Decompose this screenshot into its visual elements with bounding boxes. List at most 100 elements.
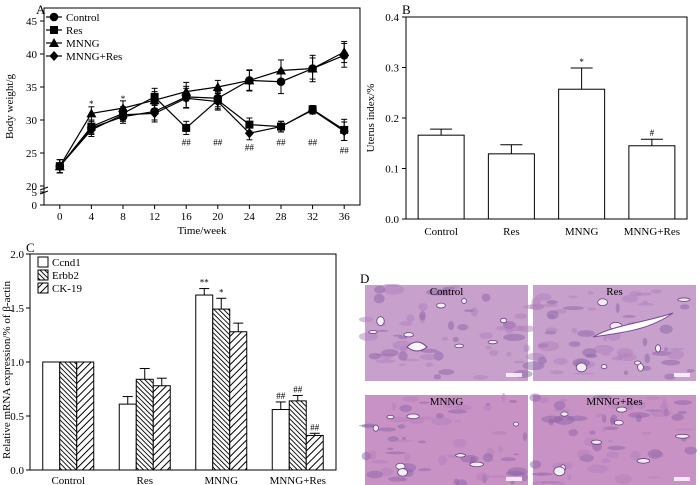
tissue-texture (398, 363, 406, 366)
x-tick-label: MNNG+Res (270, 475, 326, 485)
data-point-mnng-res (339, 126, 349, 137)
panel-letter-b: B (402, 2, 411, 17)
uterine-lumen (592, 312, 674, 338)
legend-label-mnng-res: MNNG+Res (66, 51, 122, 63)
tissue-texture (418, 416, 434, 420)
tissue-texture (552, 481, 566, 485)
tissue-texture (686, 369, 695, 373)
significance-mark: ## (213, 137, 223, 147)
tissue-texture (622, 315, 636, 318)
y-tick-label: 25 (26, 148, 38, 160)
tissue-texture (568, 429, 578, 437)
tissue-texture (651, 351, 672, 356)
tissue-texture (383, 284, 405, 295)
tissue-texture (664, 373, 676, 380)
x-tick-label: MNNG (565, 226, 599, 238)
data-point-mnng-res (118, 109, 128, 120)
data-point-mnng (307, 63, 318, 73)
tissue-texture (659, 324, 673, 334)
tissue-texture (401, 396, 420, 403)
tissue-texture (645, 396, 661, 400)
gland-lumen (406, 413, 420, 420)
bar-ccnd1-mnng (195, 294, 214, 471)
tissue-texture (587, 291, 594, 295)
tissue-texture (404, 453, 411, 462)
data-point-mnng-res (276, 121, 286, 132)
tissue-texture (513, 360, 525, 364)
y-tick-label: 45 (26, 16, 38, 28)
tissue-texture (443, 286, 455, 291)
tissue-texture (470, 307, 479, 317)
significance-mark: ## (308, 137, 318, 147)
tissue-texture (420, 348, 438, 353)
tissue-texture (448, 320, 455, 331)
y-tick-label: 0.3 (385, 63, 399, 75)
tissue-texture (397, 424, 406, 429)
tissue-texture (577, 449, 591, 459)
y-tick-label: 0.0 (385, 214, 399, 226)
legend-marker-res (50, 26, 58, 34)
tissue-texture (603, 426, 619, 431)
axis-break-mark (39, 186, 49, 191)
x-tick-label: 12 (149, 211, 160, 223)
gland-lumen (487, 340, 498, 345)
plot-frame (43, 7, 361, 206)
tissue-texture (615, 302, 620, 313)
y-tick-label: 0.5 (10, 411, 24, 423)
tissue-texture (507, 337, 514, 342)
data-point-res (182, 123, 191, 132)
bar-ccnd1-res (118, 403, 137, 471)
y-tick-label: 0 (32, 200, 38, 212)
tissue-texture (642, 337, 648, 347)
tissue-texture (398, 351, 408, 361)
tissue-texture (601, 353, 612, 356)
gland-lumen (461, 298, 467, 304)
tissue-texture (371, 459, 389, 464)
tissue-texture (438, 455, 448, 466)
bar-erbb2-mnng-res (288, 400, 307, 471)
tissue-texture (630, 450, 641, 461)
legend-swatch-ck-19 (37, 282, 49, 294)
series-line-mnng (59, 51, 345, 167)
data-point-mnng-res (213, 96, 223, 107)
data-point-mnng-res (308, 105, 318, 116)
y-axis-label: Relative mRNA expression/% of β-actin (1, 281, 13, 459)
data-point-mnng (276, 65, 286, 75)
tissue-texture (455, 405, 473, 410)
tissue-texture (644, 353, 650, 364)
tissue-texture (358, 424, 376, 427)
legend-label-erbb2: Erbb2 (52, 270, 79, 282)
tissue-texture (677, 410, 687, 415)
tissue-texture (521, 473, 528, 482)
tissue-texture (389, 416, 411, 423)
gland-lumen (655, 344, 661, 353)
tissue-texture (628, 401, 639, 405)
tissue-texture (379, 349, 395, 360)
tissue-texture (419, 311, 426, 321)
tissue-texture (546, 300, 558, 305)
y-tick-label: 5 (32, 187, 38, 199)
tissue-background (365, 285, 528, 381)
tissue-texture (592, 344, 615, 354)
tissue-texture (391, 439, 414, 442)
gland-lumen (499, 317, 508, 324)
data-point-mnng-res (55, 161, 65, 172)
tissue-texture (659, 404, 670, 410)
tissue-texture (375, 359, 396, 364)
data-point-mnng-res (86, 124, 96, 135)
tissue-texture (635, 414, 642, 423)
tissue-texture (589, 430, 596, 435)
tissue-texture (485, 345, 492, 350)
tissue-texture (501, 393, 506, 403)
tissue-texture (595, 413, 606, 418)
tissue-texture (611, 356, 623, 361)
y-tick-label: 0.4 (385, 12, 399, 24)
tissue-texture (358, 332, 378, 341)
tissue-texture (431, 417, 453, 426)
tissue-texture (641, 431, 652, 435)
y-tick-label: 1.0 (10, 357, 24, 369)
tissue-texture (610, 417, 616, 426)
bar-ck-19-mnng-res (305, 434, 324, 471)
